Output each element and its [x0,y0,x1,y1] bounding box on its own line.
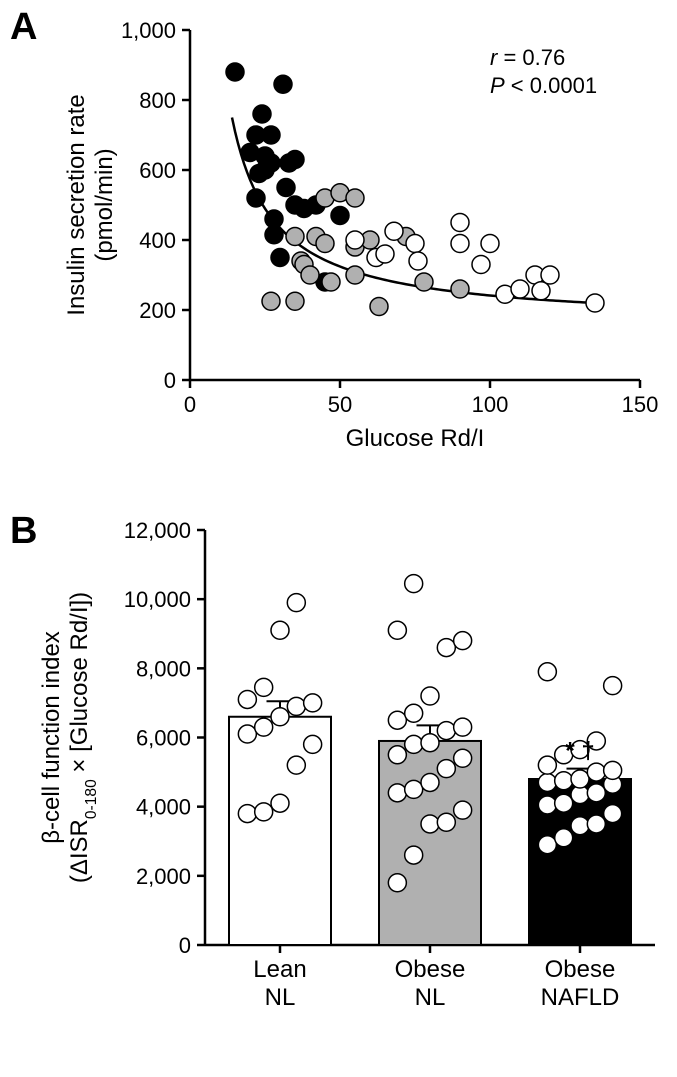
svg-text:Insulin secretion rate: Insulin secretion rate [63,94,90,315]
svg-text:12,000: 12,000 [124,518,191,543]
svg-text:NL: NL [415,984,446,1011]
svg-text:P < 0.0001: P < 0.0001 [490,73,597,98]
svg-text:800: 800 [139,88,176,113]
svg-text:4,000: 4,000 [136,795,191,820]
panel-b-label: B [10,510,37,553]
svg-text:0: 0 [184,392,196,417]
panel-b-chart: 0 2,000 4,000 6,000 8,000 10,000 12,000 β-cell … [35,515,675,1075]
svg-text:150: 150 [622,392,659,417]
figure: A 0 50 100 150 0 200 400 600 800 1,000 Glucose Rd/… [0,0,677,1077]
svg-text:r = 0.76: r = 0.76 [490,45,565,70]
svg-text:* †: * † [565,738,594,765]
svg-text:600: 600 [139,158,176,183]
svg-text:6,000: 6,000 [136,726,191,751]
svg-text:50: 50 [328,392,352,417]
svg-text:Obese: Obese [395,956,466,983]
svg-text:Obese: Obese [545,956,616,983]
svg-text:400: 400 [139,228,176,253]
svg-text:0: 0 [179,933,191,958]
svg-text:10,000: 10,000 [124,587,191,612]
svg-text:100: 100 [472,392,509,417]
svg-text:NAFLD: NAFLD [541,984,620,1011]
svg-text:(pmol/min): (pmol/min) [91,148,118,261]
svg-text:NL: NL [265,984,296,1011]
svg-text:Lean: Lean [253,956,306,983]
svg-text:1,000: 1,000 [121,18,176,43]
svg-text:2,000: 2,000 [136,864,191,889]
panel-a-chart: 0 50 100 150 0 200 400 600 800 1,000 Glucose Rd/I I… [60,10,670,480]
svg-text:0: 0 [164,368,176,393]
svg-text:β-cell function index: β-cell function index [38,631,65,844]
svg-text:(ΔISR0-180 × [Glucose Rd/I]): (ΔISR0-180 × [Glucose Rd/I]) [66,592,100,883]
svg-text:200: 200 [139,298,176,323]
svg-text:Glucose Rd/I: Glucose Rd/I [346,425,485,452]
panel-a-label: A [10,6,37,49]
svg-text:8,000: 8,000 [136,656,191,681]
